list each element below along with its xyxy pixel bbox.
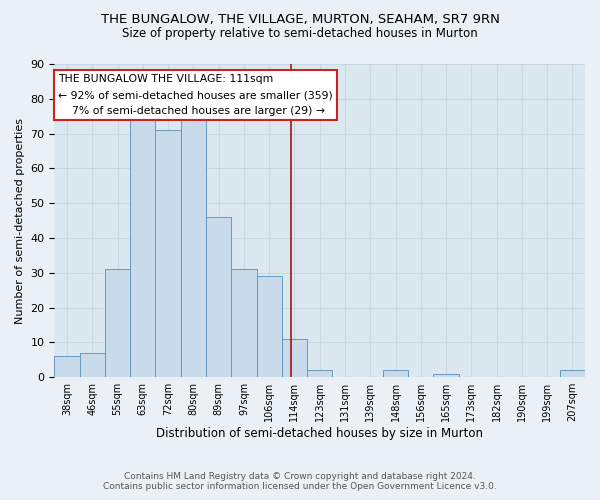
Bar [282, 339, 307, 377]
Text: Contains HM Land Registry data © Crown copyright and database right 2024.
Contai: Contains HM Land Registry data © Crown c… [103, 472, 497, 491]
Bar [383, 370, 408, 377]
X-axis label: Distribution of semi-detached houses by size in Murton: Distribution of semi-detached houses by … [156, 427, 483, 440]
Bar [433, 374, 458, 377]
Y-axis label: Number of semi-detached properties: Number of semi-detached properties [15, 118, 25, 324]
Bar [155, 130, 181, 377]
Text: Size of property relative to semi-detached houses in Murton: Size of property relative to semi-detach… [122, 28, 478, 40]
Bar [257, 276, 282, 377]
Bar [105, 270, 130, 377]
Text: THE BUNGALOW THE VILLAGE: 111sqm
← 92% of semi-detached houses are smaller (359): THE BUNGALOW THE VILLAGE: 111sqm ← 92% o… [58, 74, 333, 116]
Bar [55, 356, 80, 377]
Bar [560, 370, 585, 377]
Bar [307, 370, 332, 377]
Text: THE BUNGALOW, THE VILLAGE, MURTON, SEAHAM, SR7 9RN: THE BUNGALOW, THE VILLAGE, MURTON, SEAHA… [101, 12, 499, 26]
Bar [206, 217, 231, 377]
Bar [231, 270, 257, 377]
Bar [80, 353, 105, 377]
Bar [130, 116, 155, 377]
Bar [181, 116, 206, 377]
